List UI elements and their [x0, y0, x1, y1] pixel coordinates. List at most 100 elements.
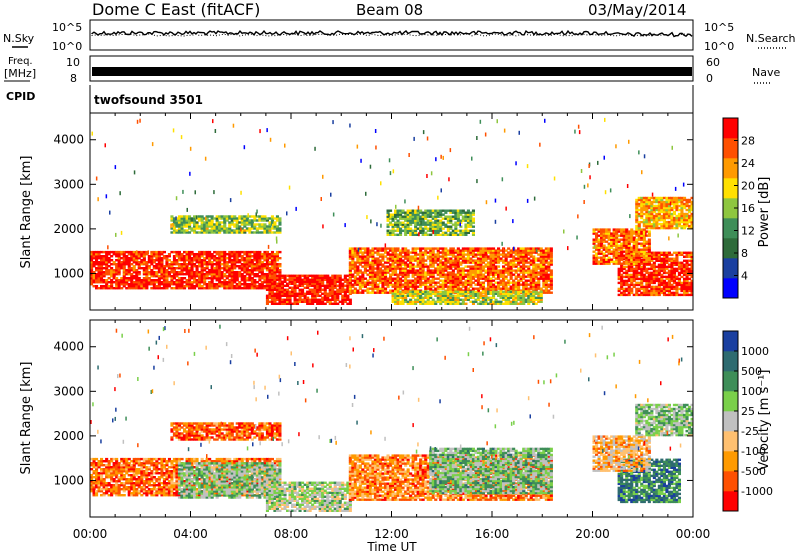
heatmap-cell [215, 219, 219, 222]
heatmap-cell [102, 285, 106, 288]
heatmap-cell [507, 269, 511, 272]
heatmap-cell [449, 285, 453, 288]
heatmap-cell [527, 300, 531, 303]
heatmap-cell [494, 302, 498, 305]
heatmap-cell [243, 229, 247, 232]
heatmap-cell [665, 208, 669, 212]
heatmap-cell [517, 249, 521, 252]
heatmap-cell [351, 263, 355, 266]
heatmap-cell [688, 255, 692, 258]
heatmap-cell [341, 294, 345, 297]
heatmap-cell [456, 285, 460, 288]
heatmap-cell [145, 283, 149, 286]
heatmap-cell [152, 253, 156, 256]
heatmap-cell [396, 279, 400, 282]
heatmap-cell [449, 287, 453, 290]
heatmap-cell [311, 278, 315, 281]
heatmap-cell [492, 251, 496, 254]
heatmap-cell [210, 227, 214, 230]
heatmap-cell [127, 271, 131, 274]
heatmap-cell [311, 300, 315, 303]
heatmap-cell [218, 225, 222, 228]
heatmap-cell [657, 257, 661, 260]
heatmap-cell [313, 292, 317, 295]
heatmap-cell [502, 251, 506, 254]
heatmap-cell [672, 198, 676, 202]
heatmap-cell [677, 293, 681, 297]
heatmap-cell [688, 287, 692, 291]
heatmap-cell [670, 261, 674, 264]
heatmap-cell [396, 273, 400, 276]
heatmap-cell [188, 253, 192, 256]
heatmap-cell [522, 281, 526, 284]
heatmap-cell [100, 265, 104, 268]
heatmap-cell [429, 294, 433, 297]
heatmap-cell [519, 249, 523, 252]
heatmap-cell [529, 283, 533, 286]
heatmap-cell [336, 294, 340, 297]
heatmap-cell [537, 285, 541, 288]
heatmap-cell [411, 296, 415, 299]
heatmap-cell [532, 257, 536, 260]
heatmap-cell [353, 269, 357, 272]
heatmap-cell [341, 296, 345, 299]
heatmap-cell [268, 269, 272, 272]
heatmap-cell [107, 261, 111, 264]
heatmap-cell [461, 283, 465, 286]
heatmap-cell [466, 273, 470, 276]
heatmap-cell [527, 267, 531, 270]
heatmap-cell [205, 277, 209, 280]
heatmap-cell [544, 255, 548, 258]
heatmap-cell [373, 277, 377, 280]
heatmap-cell [421, 277, 425, 280]
heatmap-cell [662, 222, 666, 226]
heatmap-cell [657, 259, 661, 262]
heatmap-cell [378, 267, 382, 270]
heatmap-cell [358, 279, 362, 282]
heatmap-cell [667, 206, 671, 210]
heatmap-cell [509, 265, 513, 268]
heatmap-cell [306, 290, 310, 293]
heatmap-cell [97, 271, 101, 274]
heatmap-cell [90, 279, 94, 282]
heatmap-cell [645, 226, 649, 230]
heatmap-cell [170, 265, 174, 268]
heatmap-cell [115, 267, 119, 270]
heatmap-cell [627, 273, 631, 277]
heatmap-cell [534, 257, 538, 260]
heatmap-cell [690, 283, 693, 287]
heatmap-cell [494, 298, 498, 301]
heatmap-cell [431, 302, 435, 305]
heatmap-cell [615, 240, 619, 243]
heatmap-cell [662, 291, 666, 295]
heatmap-cell [484, 253, 488, 256]
heatmap-cell [396, 281, 400, 284]
heatmap-cell [243, 285, 247, 288]
heatmap-cell [544, 291, 548, 294]
heatmap-cell [275, 276, 279, 279]
heatmap-cell [469, 275, 473, 278]
heatmap-cell [235, 225, 239, 228]
heatmap-cell [248, 283, 252, 286]
heatmap-cell [451, 290, 455, 293]
heatmap-cell [474, 294, 478, 297]
heatmap-cell [670, 265, 674, 269]
heatmap-cell [627, 236, 631, 239]
heatmap-cell [469, 300, 473, 303]
heatmap-cell [348, 300, 352, 303]
heatmap-cell [534, 275, 538, 278]
heatmap-cell [90, 275, 94, 278]
heatmap-cell [688, 253, 692, 256]
heatmap-cell [642, 200, 646, 204]
heatmap-cell [303, 294, 307, 297]
heatmap-cell [612, 254, 616, 257]
heatmap-cell [112, 287, 116, 290]
heatmap-cell [657, 279, 661, 283]
heatmap-cell [321, 282, 325, 285]
heatmap-cell [677, 253, 681, 256]
heatmap-cell [243, 223, 247, 226]
heatmap-cell [670, 198, 674, 202]
heatmap-cell [474, 261, 478, 264]
heatmap-cell [650, 222, 654, 226]
cpid-value: twofsound 3501 [94, 93, 203, 107]
